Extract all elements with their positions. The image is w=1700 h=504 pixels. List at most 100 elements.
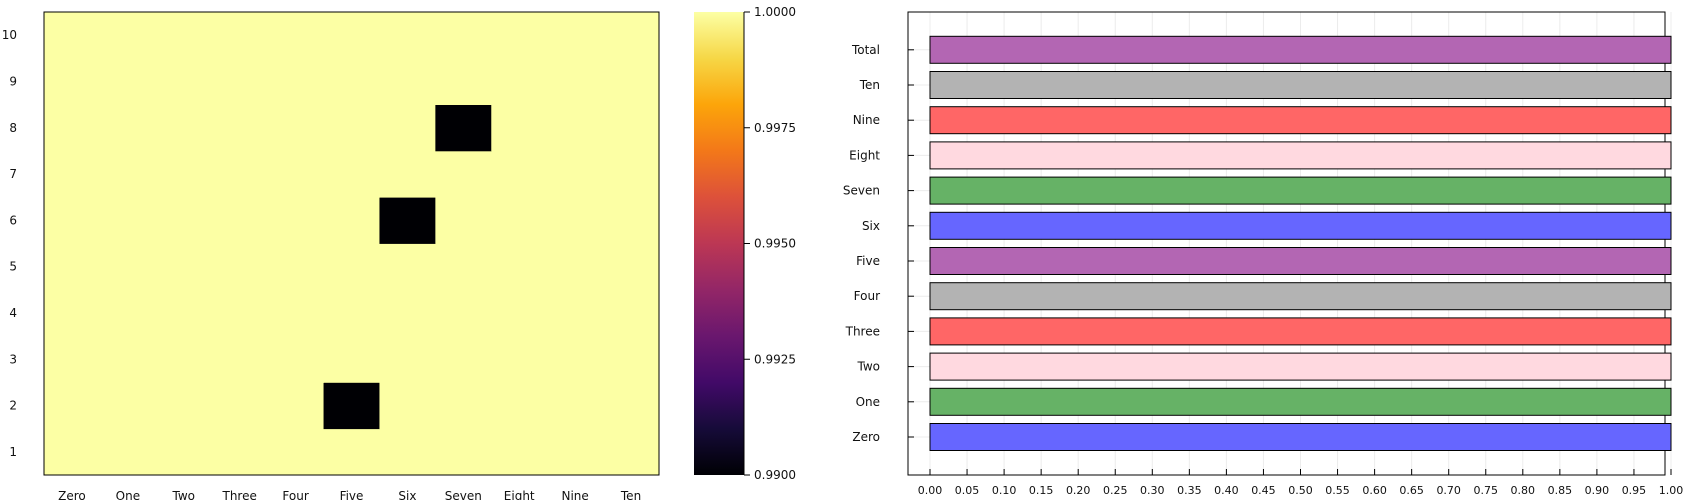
heatmap-y-tick-label: 3 xyxy=(9,352,17,366)
heatmap-cell xyxy=(379,197,436,244)
bar-x-tick-label: 0.05 xyxy=(955,484,980,497)
heatmap-x-tick-label: Ten xyxy=(620,489,641,500)
heatmap-cell xyxy=(379,243,436,291)
bar-category-label: Four xyxy=(854,289,880,303)
bar-x-tick-label: 0.00 xyxy=(918,484,943,497)
heatmap-cell xyxy=(211,104,269,152)
heatmap-cell xyxy=(379,58,436,105)
heatmap-cell xyxy=(379,12,436,59)
heatmap-cell xyxy=(44,150,101,198)
heatmap-cell xyxy=(603,382,660,430)
heatmap-cell xyxy=(44,382,101,430)
heatmap-cell xyxy=(99,150,157,198)
heatmap-cell xyxy=(491,150,548,198)
heatmap-cell xyxy=(267,336,324,383)
heatmap-cell xyxy=(155,197,213,244)
colorbar-tick-label: 0.9925 xyxy=(754,352,796,366)
heatmap-cell xyxy=(211,58,269,105)
bar-x-tick-label: 0.50 xyxy=(1288,484,1313,497)
bar xyxy=(929,35,1672,64)
heatmap-y-tick-label: 2 xyxy=(9,399,17,413)
heatmap-cell xyxy=(491,382,548,430)
heatmap-cell xyxy=(99,243,157,291)
heatmap-cell xyxy=(435,58,492,105)
heatmap-cell xyxy=(323,197,380,244)
heatmap-cell xyxy=(435,104,492,152)
bar xyxy=(929,211,1672,240)
heatmap-frame xyxy=(43,11,660,476)
heatmap-cell xyxy=(603,336,660,383)
heatmap-cell xyxy=(491,12,548,59)
heatmap-cell xyxy=(323,243,380,291)
heatmap-x-tick-label: Eight xyxy=(504,489,535,500)
bar-category-label: Total xyxy=(851,43,880,57)
heatmap-cell xyxy=(211,243,269,291)
heatmap-cell xyxy=(99,336,157,383)
heatmap-cell xyxy=(155,382,213,430)
heatmap-cell xyxy=(99,382,157,430)
heatmap-cell xyxy=(435,150,492,198)
bar-frame xyxy=(907,11,1666,476)
bar xyxy=(929,71,1672,99)
bar-category-label: Two xyxy=(857,360,881,374)
heatmap-cell xyxy=(491,289,548,337)
bar-x-tick-label: 0.15 xyxy=(1029,484,1054,497)
bar-x-tick-label: 0.95 xyxy=(1622,484,1647,497)
heatmap-cell xyxy=(435,289,492,337)
heatmap-cell xyxy=(379,289,436,337)
bar-chart: Zero One Two Three Four Five Six Seven Eight Nine… xyxy=(843,11,1683,497)
heatmap-cell xyxy=(603,12,660,59)
heatmap-cell xyxy=(547,58,604,105)
colorbar-tick-label: 0.9975 xyxy=(754,121,796,135)
heatmap-x-tick-label: Five xyxy=(340,489,364,500)
heatmap-chart: Zero One Two Three Four Five Six Seven Eight Nine… xyxy=(2,11,660,503)
bar-category-label: Seven xyxy=(843,184,880,198)
heatmap-cell xyxy=(435,12,492,59)
heatmap-y-tick-label: 1 xyxy=(9,445,17,459)
bar-category-label: One xyxy=(856,395,880,409)
heatmap-y-tick-label: 4 xyxy=(9,306,17,320)
heatmap-cell xyxy=(99,12,157,59)
heatmap-y-tick-label: 10 xyxy=(2,28,17,42)
bar-x-tick-label: 0.20 xyxy=(1066,484,1091,497)
heatmap-cell xyxy=(435,197,492,244)
heatmap-cell xyxy=(323,150,380,198)
bar-category-label: Eight xyxy=(849,148,880,162)
heatmap-x-tick-label: Zero xyxy=(58,489,86,500)
bar-x-tick-label: 0.60 xyxy=(1362,484,1387,497)
heatmap-cell xyxy=(603,104,660,152)
heatmap-cell xyxy=(267,12,324,59)
bar-category-label: Three xyxy=(845,324,880,338)
heatmap-cell xyxy=(211,12,269,59)
heatmap-cell xyxy=(211,382,269,430)
heatmap-cell xyxy=(99,428,157,476)
heatmap-cell xyxy=(547,197,604,244)
bar-x-tick-label: 0.35 xyxy=(1177,484,1202,497)
heatmap-cell xyxy=(155,243,213,291)
bar-x-tick-label: 0.65 xyxy=(1399,484,1424,497)
heatmap-cell xyxy=(267,428,324,476)
bar-x-tick-label: 0.75 xyxy=(1474,484,1499,497)
heatmap-cell xyxy=(547,382,604,430)
heatmap-cell xyxy=(323,336,380,383)
heatmap-cell xyxy=(323,428,380,476)
heatmap-y-tick-label: 7 xyxy=(9,167,17,181)
heatmap-cell xyxy=(491,58,548,105)
bar-category-label: Nine xyxy=(853,113,880,127)
heatmap-cell xyxy=(44,12,101,59)
bar xyxy=(929,106,1672,135)
bar-x-tick-label: 0.85 xyxy=(1548,484,1573,497)
heatmap-x-tick-label: One xyxy=(116,489,140,500)
heatmap-cell xyxy=(99,197,157,244)
heatmap-cell xyxy=(547,12,604,59)
heatmap-cell xyxy=(547,150,604,198)
bar xyxy=(929,176,1672,205)
heatmap-cell xyxy=(44,336,101,383)
heatmap-cell xyxy=(491,428,548,476)
colorbar-tick-label: 1.0000 xyxy=(754,5,796,19)
colorbar-tick-label: 0.9900 xyxy=(754,468,796,482)
heatmap-x-tick-label: Six xyxy=(398,489,416,500)
heatmap-cell xyxy=(155,289,213,337)
heatmap-cell xyxy=(379,428,436,476)
